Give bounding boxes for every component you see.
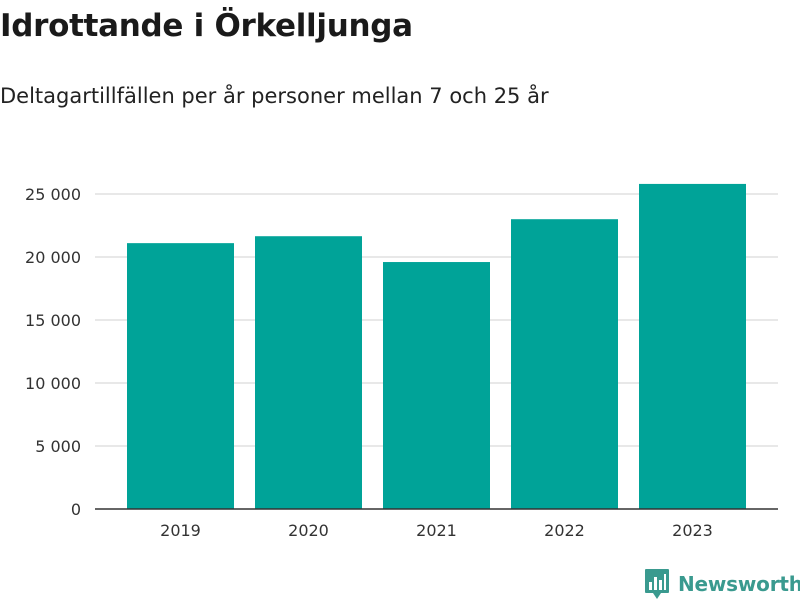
- bar-2021: [383, 262, 490, 509]
- x-tick-label: 2021: [416, 521, 457, 540]
- bar-2019: [127, 243, 234, 509]
- bar-2020: [255, 236, 362, 509]
- x-tick-label: 2019: [160, 521, 201, 540]
- newsworthy-logo-icon: [645, 569, 669, 599]
- y-tick-label: 10 000: [25, 374, 81, 393]
- bar-2023: [639, 183, 746, 510]
- x-tick-label: 2022: [544, 521, 585, 540]
- y-tick-label: 15 000: [25, 311, 81, 330]
- bar-2022: [511, 219, 618, 509]
- chart-title: Idrottande i Örkelljunga: [0, 8, 413, 44]
- chart-subtitle: Deltagartillfällen per år personer mella…: [0, 84, 549, 108]
- brand-name: Newsworthy: [678, 572, 800, 596]
- y-tick-label: 25 000: [25, 185, 81, 204]
- brand-logo: Newsworthy: [644, 568, 800, 600]
- x-tick-label: 2023: [672, 521, 713, 540]
- y-tick-label: 20 000: [25, 248, 81, 267]
- axes: 0 5 000 10 000 15 000 20 000 25 000 2019 2020 20…: [25, 185, 778, 540]
- bars: [127, 183, 746, 510]
- x-tick-label: 2020: [288, 521, 329, 540]
- y-tick-label: 5 000: [35, 437, 81, 456]
- y-tick-label: 0: [71, 500, 81, 519]
